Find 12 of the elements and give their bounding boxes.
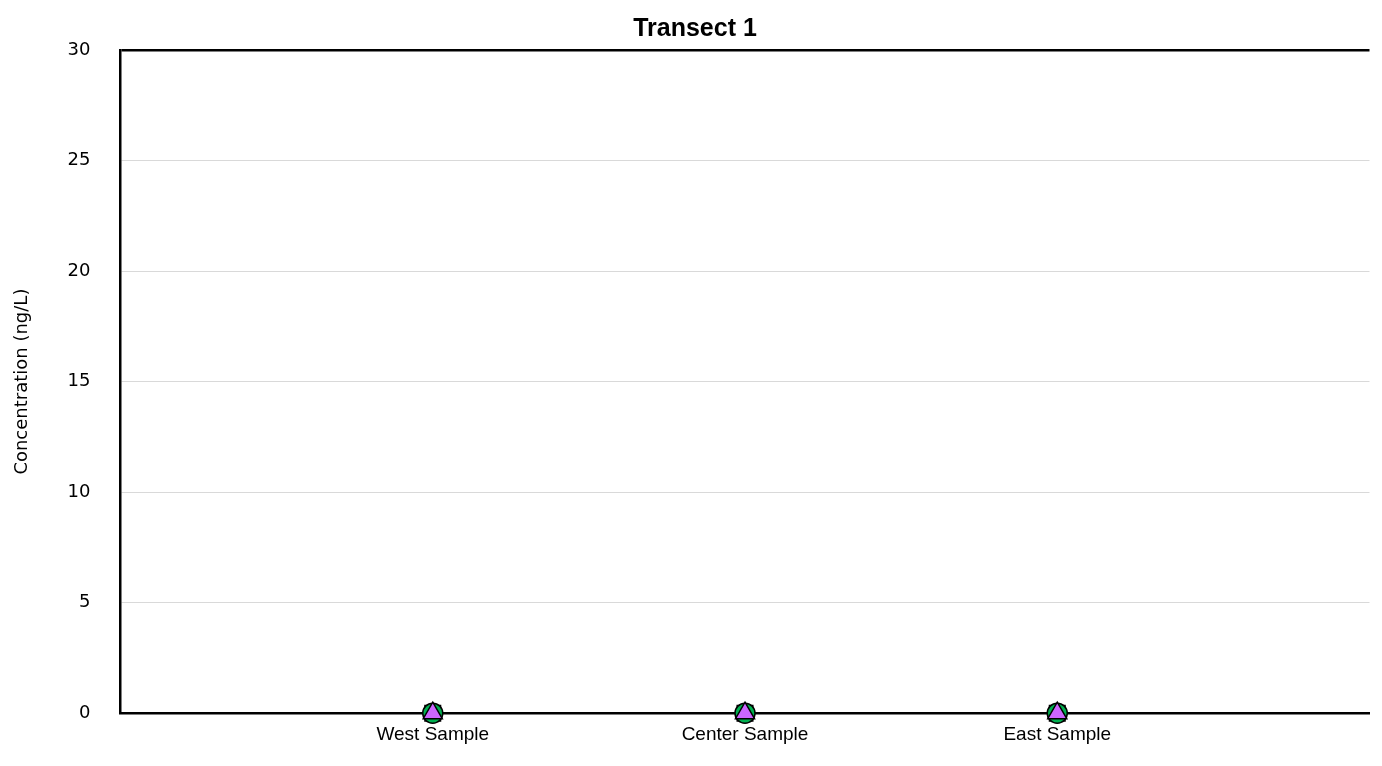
y-tick-label: 30 [67,37,91,59]
x-tick-label: West Sample [376,722,490,744]
y-tick-label: 15 [67,369,91,391]
x-tick-label: East Sample [1003,722,1112,744]
y-tick-label: 20 [67,258,91,280]
y-tick-label: 0 [79,700,91,722]
x-tick-label: Center Sample [681,722,809,744]
y-axis-title: Concentration (ng/L) [10,288,32,475]
chart-title: Transect 1 [633,12,757,41]
y-tick-label: 10 [67,479,91,501]
y-tick-label: 25 [67,148,91,170]
y-tick-label: 5 [79,590,91,612]
